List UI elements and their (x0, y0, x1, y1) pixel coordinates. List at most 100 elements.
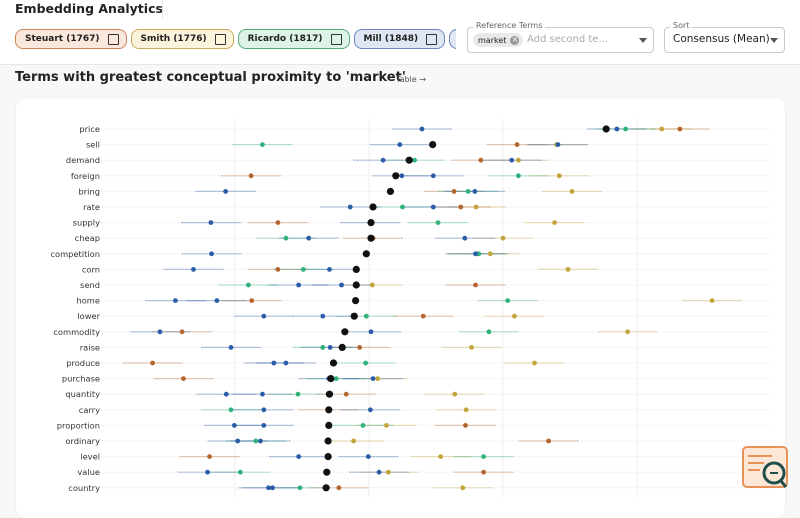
author-point-bastiat[interactable] (260, 391, 265, 397)
author-point-mill[interactable] (157, 329, 163, 335)
author-point-steuart[interactable] (463, 423, 468, 428)
author-point-smith[interactable] (473, 204, 479, 210)
author-point-mill[interactable] (306, 235, 312, 241)
author-point-mill[interactable] (258, 438, 263, 444)
mean-point[interactable] (405, 156, 413, 164)
mean-point[interactable] (322, 484, 330, 492)
author-point-ricardo[interactable] (623, 126, 629, 132)
mean-point[interactable] (325, 421, 333, 429)
author-point-smith[interactable] (556, 173, 562, 179)
author-point-ricardo[interactable] (297, 485, 303, 491)
mean-point[interactable] (602, 125, 610, 133)
mean-point[interactable] (369, 203, 377, 211)
author-point-bastiat[interactable] (347, 204, 353, 210)
author-point-ricardo[interactable] (486, 329, 492, 335)
author-point-ricardo[interactable] (300, 267, 306, 272)
author-point-mill[interactable] (266, 485, 271, 491)
author-point-bastiat[interactable] (209, 251, 214, 257)
author-point-smith[interactable] (532, 360, 537, 366)
author-point-steuart[interactable] (275, 267, 281, 272)
mean-point[interactable] (324, 453, 332, 461)
author-point-ricardo[interactable] (505, 298, 511, 303)
author-point-mill[interactable] (370, 376, 376, 381)
sort-select[interactable]: Consensus (Mean) (664, 27, 785, 53)
author-point-steuart[interactable] (275, 220, 281, 225)
author-point-steuart[interactable] (207, 454, 212, 459)
author-point-smith[interactable] (709, 298, 715, 303)
chevron-down-icon[interactable] (770, 38, 778, 43)
assistant-icon[interactable] (742, 446, 788, 490)
mean-point[interactable] (362, 250, 370, 258)
author-point-mill[interactable] (172, 298, 178, 303)
reference-terms-input[interactable]: market ✕ Add second te... (467, 27, 654, 53)
author-point-smith[interactable] (351, 438, 356, 444)
author-chip[interactable]: Ricardo (1817) (237, 29, 350, 49)
mean-point[interactable] (352, 265, 360, 273)
author-point-bastiat[interactable] (367, 407, 373, 413)
chevron-down-icon[interactable] (639, 38, 647, 43)
author-point-smith[interactable] (569, 189, 575, 194)
author-point-bastiat[interactable] (399, 173, 405, 179)
author-point-smith[interactable] (452, 391, 458, 397)
author-point-ricardo[interactable] (260, 142, 265, 147)
author-point-ricardo[interactable] (228, 407, 234, 413)
author-point-steuart[interactable] (546, 438, 551, 444)
author-point-steuart[interactable] (478, 157, 484, 163)
mean-point[interactable] (367, 234, 375, 242)
author-point-smith[interactable] (500, 235, 506, 241)
author-point-bastiat[interactable] (223, 189, 229, 194)
author-point-mill[interactable] (296, 282, 302, 288)
author-point-mill[interactable] (327, 267, 332, 272)
author-point-mill[interactable] (261, 407, 267, 413)
reference-placeholder[interactable]: Add second te... (527, 34, 608, 45)
author-point-ricardo[interactable] (283, 235, 289, 241)
author-point-steuart[interactable] (451, 189, 457, 194)
author-point-steuart[interactable] (420, 313, 426, 319)
author-point-ricardo[interactable] (320, 345, 326, 350)
mean-point[interactable] (325, 390, 334, 398)
author-point-steuart[interactable] (179, 329, 185, 335)
mean-point[interactable] (429, 141, 437, 149)
author-point-smith[interactable] (511, 313, 517, 319)
author-point-mill[interactable] (231, 423, 237, 428)
author-point-steuart[interactable] (514, 142, 520, 147)
author-point-steuart[interactable] (343, 391, 349, 397)
author-point-steuart[interactable] (150, 360, 155, 366)
author-point-smith[interactable] (384, 423, 389, 428)
author-point-smith[interactable] (369, 282, 375, 288)
author-point-ricardo[interactable] (237, 469, 243, 475)
author-point-smith[interactable] (438, 454, 444, 459)
author-point-mill[interactable] (261, 313, 267, 319)
author-point-mill[interactable] (472, 189, 478, 194)
author-point-ricardo[interactable] (333, 376, 339, 381)
author-point-smith[interactable] (386, 469, 391, 475)
author-point-bastiat[interactable] (261, 423, 267, 428)
author-point-steuart[interactable] (473, 282, 478, 288)
author-point-ricardo[interactable] (363, 313, 369, 319)
author-point-bastiat[interactable] (205, 469, 210, 475)
author-chip[interactable]: Steuart (1767) (15, 29, 127, 49)
author-point-smith[interactable] (565, 267, 571, 272)
author-point-steuart[interactable] (248, 173, 254, 179)
author-point-smith[interactable] (552, 220, 557, 225)
author-point-smith[interactable] (487, 251, 493, 257)
checkbox-icon[interactable] (330, 33, 342, 45)
author-chip[interactable]: Bastiat (449, 29, 456, 49)
mean-point[interactable] (327, 375, 335, 383)
table-view-link[interactable]: Table → (396, 75, 426, 84)
remove-tag-icon[interactable]: ✕ (510, 35, 520, 45)
author-point-bastiat[interactable] (555, 142, 561, 147)
author-point-bastiat[interactable] (208, 220, 214, 225)
author-point-bastiat[interactable] (509, 157, 515, 163)
author-point-ricardo[interactable] (246, 282, 251, 288)
author-point-bastiat[interactable] (191, 267, 196, 272)
author-point-smith[interactable] (469, 345, 474, 350)
author-point-bastiat[interactable] (270, 485, 275, 491)
mean-point[interactable] (386, 187, 395, 195)
author-point-smith[interactable] (659, 126, 665, 132)
author-point-ricardo[interactable] (400, 204, 405, 210)
author-point-mill[interactable] (380, 157, 386, 163)
author-point-bastiat[interactable] (235, 438, 241, 444)
author-point-mill[interactable] (430, 173, 436, 179)
author-point-ricardo[interactable] (481, 454, 486, 459)
